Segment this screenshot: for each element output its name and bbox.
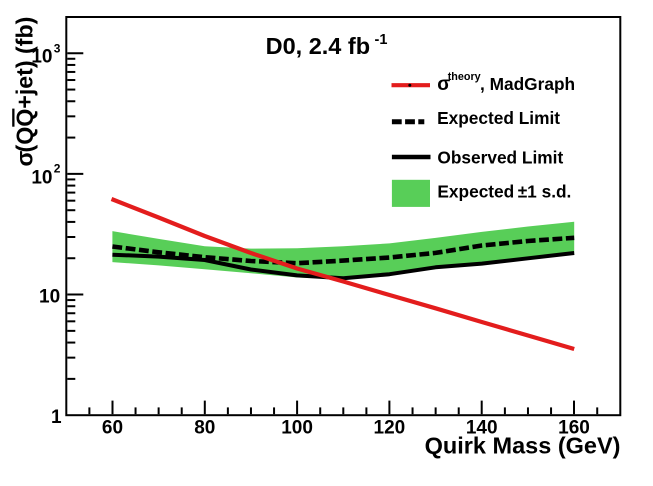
- svg-text:10: 10: [31, 46, 52, 67]
- svg-text:3: 3: [54, 41, 61, 55]
- svg-text:2: 2: [54, 161, 61, 175]
- svg-text:120: 120: [374, 417, 406, 438]
- svg-text:σ: σ: [12, 151, 38, 167]
- svg-text:60: 60: [102, 417, 123, 438]
- svg-text:Expected Limit: Expected Limit: [437, 108, 560, 128]
- svg-text:Quirk Mass (GeV): Quirk Mass (GeV): [425, 433, 621, 459]
- svg-text:D0, 2.4 fb: D0, 2.4 fb: [266, 33, 370, 59]
- svg-text:10: 10: [39, 287, 60, 308]
- svg-text:10: 10: [31, 167, 52, 188]
- svg-text:100: 100: [281, 417, 313, 438]
- svg-text:160: 160: [558, 417, 590, 438]
- svg-text:, MadGraph: , MadGraph: [480, 74, 575, 94]
- svg-text:Observed Limit: Observed Limit: [437, 147, 563, 167]
- svg-text:80: 80: [194, 417, 215, 438]
- svg-text:-1: -1: [375, 32, 388, 48]
- svg-text:σ: σ: [437, 74, 450, 95]
- svg-text:theory: theory: [448, 71, 481, 83]
- svg-text:Expected ±1 s.d.: Expected ±1 s.d.: [437, 182, 571, 202]
- svg-text:140: 140: [466, 417, 498, 438]
- svg-text:(QQ+jet) (fb): (QQ+jet) (fb): [12, 17, 38, 153]
- svg-text:1: 1: [51, 407, 62, 428]
